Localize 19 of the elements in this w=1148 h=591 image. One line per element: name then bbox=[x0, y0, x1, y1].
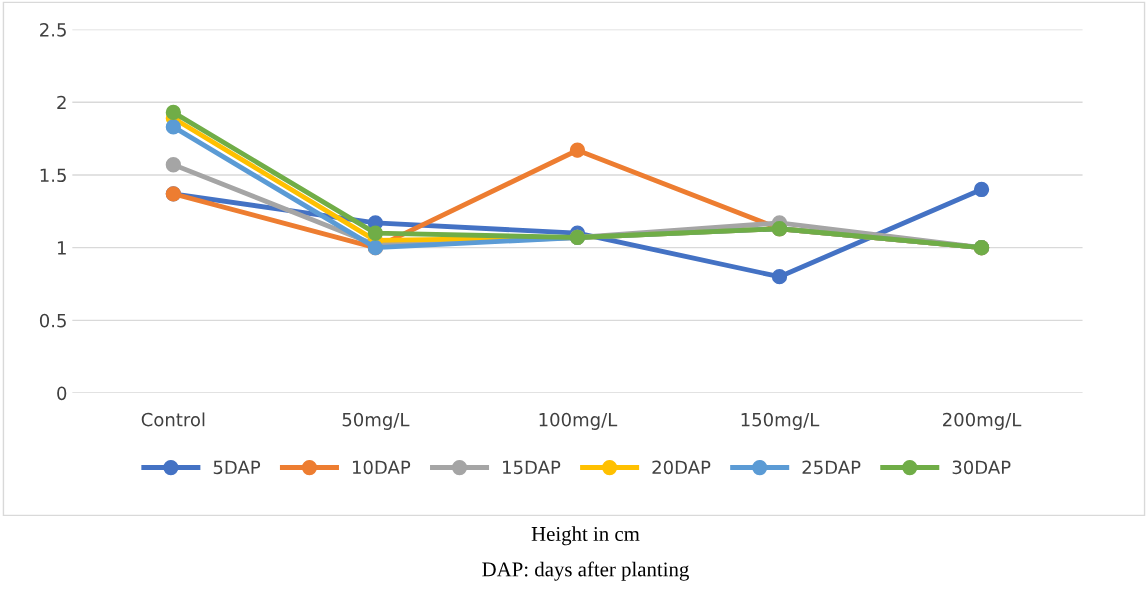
legend-label: 30DAP bbox=[952, 460, 1011, 475]
y-tick-label: 1 bbox=[57, 241, 66, 255]
y-tick-label: 2 bbox=[57, 95, 66, 110]
text: DAP: days after planting bbox=[482, 561, 689, 581]
x-tick-label: 150mg/L bbox=[741, 412, 820, 430]
y-tick-label: 0.5 bbox=[39, 313, 66, 328]
y-tick-label: 1.5 bbox=[40, 168, 66, 183]
x-tick-label: 50mg/L bbox=[342, 412, 410, 430]
y-tick-label: 0 bbox=[57, 386, 67, 401]
legend-label: 25DAP bbox=[802, 460, 861, 475]
x-tick-label: 200mg/L bbox=[943, 412, 1022, 430]
legend-label: 15DAP bbox=[503, 460, 561, 475]
legend-label: 10DAP bbox=[352, 460, 411, 475]
text: Height in cm bbox=[531, 526, 640, 546]
x-tick-label: 100mg/L bbox=[539, 412, 618, 430]
legend-label: 20DAP bbox=[652, 460, 711, 475]
legend-label: 5DAP bbox=[213, 460, 261, 475]
y-tick-label: 2.5 bbox=[40, 23, 66, 37]
x-tick-label: Control bbox=[141, 412, 205, 427]
